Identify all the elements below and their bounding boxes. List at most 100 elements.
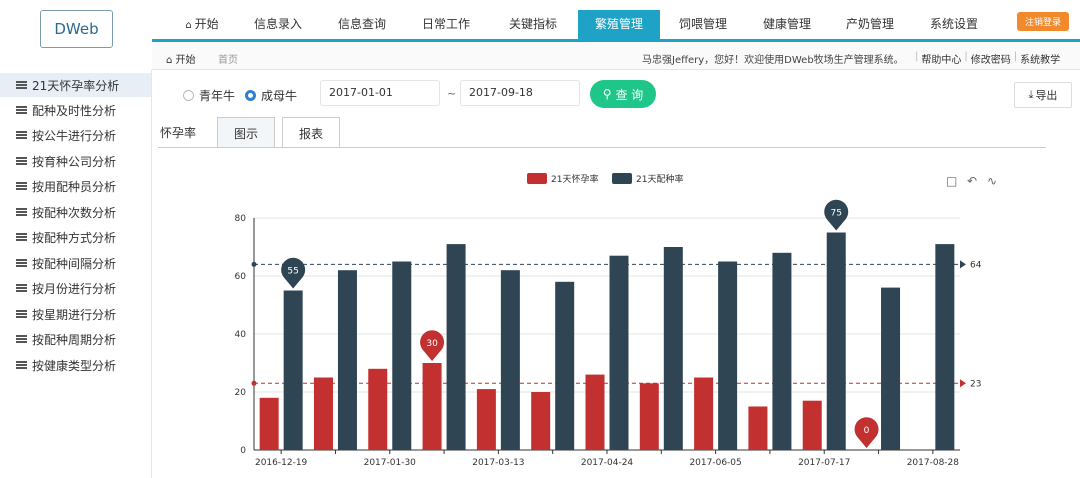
home-icon: ⌂ <box>185 20 192 31</box>
sidebar-item-by-service-number[interactable]: 按配种次数分析 <box>0 200 151 224</box>
nav-item-key-metrics[interactable]: 关键指标 <box>508 17 557 31</box>
radio-cow[interactable]: 成母牛 <box>245 87 297 104</box>
sidebar-item-by-weekday[interactable]: 按星期进行分析 <box>0 302 151 326</box>
bar-pregnancy-rate <box>313 377 333 450</box>
download-icon: ⤓ <box>1028 88 1034 101</box>
bar-breeding-rate <box>609 255 629 450</box>
system-tutorial-link[interactable]: 系统教学 <box>1020 55 1061 66</box>
sidebar-item-label: 按配种次数分析 <box>32 205 117 220</box>
export-button[interactable]: ⤓ 导出 <box>1014 82 1072 108</box>
x-tick-label: 2016-12-19 <box>255 458 308 468</box>
end-date-input[interactable]: 2017-09-18 <box>460 80 580 106</box>
bar-breeding-rate <box>283 290 303 450</box>
chart-legend: 21天怀孕率 21天配种率 <box>527 173 683 185</box>
export-button-label: 导出 <box>1035 89 1058 102</box>
mark-point-pin <box>420 330 445 361</box>
chart-bars <box>259 232 955 450</box>
bar-pregnancy-rate <box>639 383 659 450</box>
zoom-reset-icon[interactable]: ↶ <box>967 174 977 188</box>
pregnancy-rate-chart: 21天怀孕率 21天配种率 □ ↶ ∿ 0 20 40 60 80 23 64 2016-… <box>235 173 997 468</box>
y-tick-label: 20 <box>235 388 247 398</box>
bar-breeding-rate <box>663 247 683 450</box>
sidebar-item-by-breeding-company[interactable]: 按育种公司分析 <box>0 149 151 173</box>
nav-underline <box>152 39 1080 42</box>
nav-item-daily-work[interactable]: 日常工作 <box>421 17 470 31</box>
x-tick-label: 2017-04-24 <box>581 458 634 468</box>
chart-x-ticks: 2016-12-19 2017-01-30 2017-03-13 2017-04-24… <box>255 450 959 468</box>
bar-breeding-rate <box>718 261 738 450</box>
logout-button[interactable]: 注销登录 <box>1017 12 1069 31</box>
sidebar-item-label: 配种及时性分析 <box>32 103 117 118</box>
y-tick-label: 80 <box>235 214 247 224</box>
y-tick-label: 40 <box>235 330 247 340</box>
welcome-message: 马忠强Jeffery，您好！欢迎使用DWeb牧场生产管理系统。 <box>642 55 904 66</box>
legend-label-pregnancy: 21天怀孕率 <box>551 173 598 185</box>
bar-pregnancy-rate <box>585 374 605 450</box>
x-tick-label: 2017-08-28 <box>907 458 960 468</box>
nav-item-info-entry[interactable]: 信息录入 <box>253 17 302 31</box>
legend-label-breeding: 21天配种率 <box>636 173 683 185</box>
nav-item-start[interactable]: ⌂ 开始 <box>168 10 236 40</box>
line-chart-icon[interactable]: ∿ <box>987 174 997 188</box>
mark-point-pin <box>281 257 306 289</box>
sidebar-item-label: 按配种方式分析 <box>32 230 117 245</box>
tabs-divider <box>158 147 1046 148</box>
nav-item-breeding[interactable]: 繁殖管理 <box>578 10 660 40</box>
radio-label: 青年牛 <box>199 89 236 103</box>
breadcrumb-home[interactable]: ⌂ 开始 <box>166 51 196 66</box>
change-password-link[interactable]: 修改密码 <box>970 55 1011 66</box>
mark-point-label: 30 <box>426 339 438 349</box>
mark-line-arrow <box>960 260 966 269</box>
tab-report[interactable]: 报表 <box>282 117 340 148</box>
query-button[interactable]: ⚲ 查 询 <box>590 80 656 108</box>
bar-pregnancy-rate <box>422 363 442 450</box>
sidebar-item-by-health-type[interactable]: 按健康类型分析 <box>0 353 151 377</box>
bar-pregnancy-rate <box>694 377 714 450</box>
y-tick-label: 0 <box>240 446 246 456</box>
bar-breeding-rate <box>337 270 357 450</box>
mark-point-label: 0 <box>864 426 870 436</box>
list-icon <box>16 157 27 165</box>
divider: | <box>964 51 968 62</box>
sidebar-item-by-breeding-method[interactable]: 按配种方式分析 <box>0 225 151 249</box>
section-label: 怀孕率 <box>160 126 197 140</box>
start-date-input[interactable]: 2017-01-01 <box>320 80 440 106</box>
nav-item-milk[interactable]: 产奶管理 <box>845 17 894 31</box>
zoom-icon[interactable]: □ <box>946 174 957 188</box>
sidebar-item-by-month[interactable]: 按月份进行分析 <box>0 276 151 300</box>
date-range-separator: ~ <box>447 87 457 100</box>
divider: | <box>1013 51 1018 62</box>
mark-point-label: 75 <box>831 209 842 219</box>
list-icon <box>16 335 27 343</box>
bar-breeding-rate <box>500 270 520 450</box>
chart-mark-points: 30 0 55 75 <box>281 199 879 448</box>
radio-heifer[interactable]: 青年牛 <box>183 87 235 104</box>
nav-item-health[interactable]: 健康管理 <box>762 17 811 31</box>
sidebar-item-by-technician[interactable]: 按用配种员分析 <box>0 174 151 198</box>
bar-breeding-rate <box>826 232 846 450</box>
mark-point-pin <box>824 199 849 231</box>
mark-line-arrow <box>960 379 966 388</box>
sidebar-item-21day-pregnancy[interactable]: 21天怀孕率分析 <box>0 73 151 97</box>
help-center-link[interactable]: 帮助中心 <box>921 55 962 66</box>
bar-pregnancy-rate <box>531 392 551 450</box>
nav-item-settings[interactable]: 系统设置 <box>929 17 978 31</box>
legend-swatch-pregnancy[interactable] <box>527 173 547 184</box>
search-icon: ⚲ <box>602 87 612 101</box>
list-icon <box>16 259 27 267</box>
chart-toolbox: □ ↶ ∿ <box>946 174 997 188</box>
nav-item-feeding[interactable]: 饲喂管理 <box>678 17 727 31</box>
logo[interactable]: DWeb <box>40 10 113 48</box>
tab-chart[interactable]: 图示 <box>217 117 275 148</box>
sidebar-item-label: 按配种间隔分析 <box>32 256 117 271</box>
sidebar-item-by-breeding-cycle[interactable]: 按配种周期分析 <box>0 327 151 351</box>
bar-breeding-rate <box>392 261 412 450</box>
mark-point-label: 55 <box>287 267 298 277</box>
sidebar-item-by-breeding-interval[interactable]: 按配种间隔分析 <box>0 251 151 275</box>
nav-item-info-query[interactable]: 信息查询 <box>337 17 386 31</box>
x-tick-label: 2017-06-05 <box>689 458 741 468</box>
legend-swatch-breeding[interactable] <box>612 173 632 184</box>
sidebar-item-by-bull[interactable]: 按公牛进行分析 <box>0 123 151 147</box>
radio-label: 成母牛 <box>261 89 298 103</box>
sidebar-item-breeding-timeliness[interactable]: 配种及时性分析 <box>0 98 151 122</box>
